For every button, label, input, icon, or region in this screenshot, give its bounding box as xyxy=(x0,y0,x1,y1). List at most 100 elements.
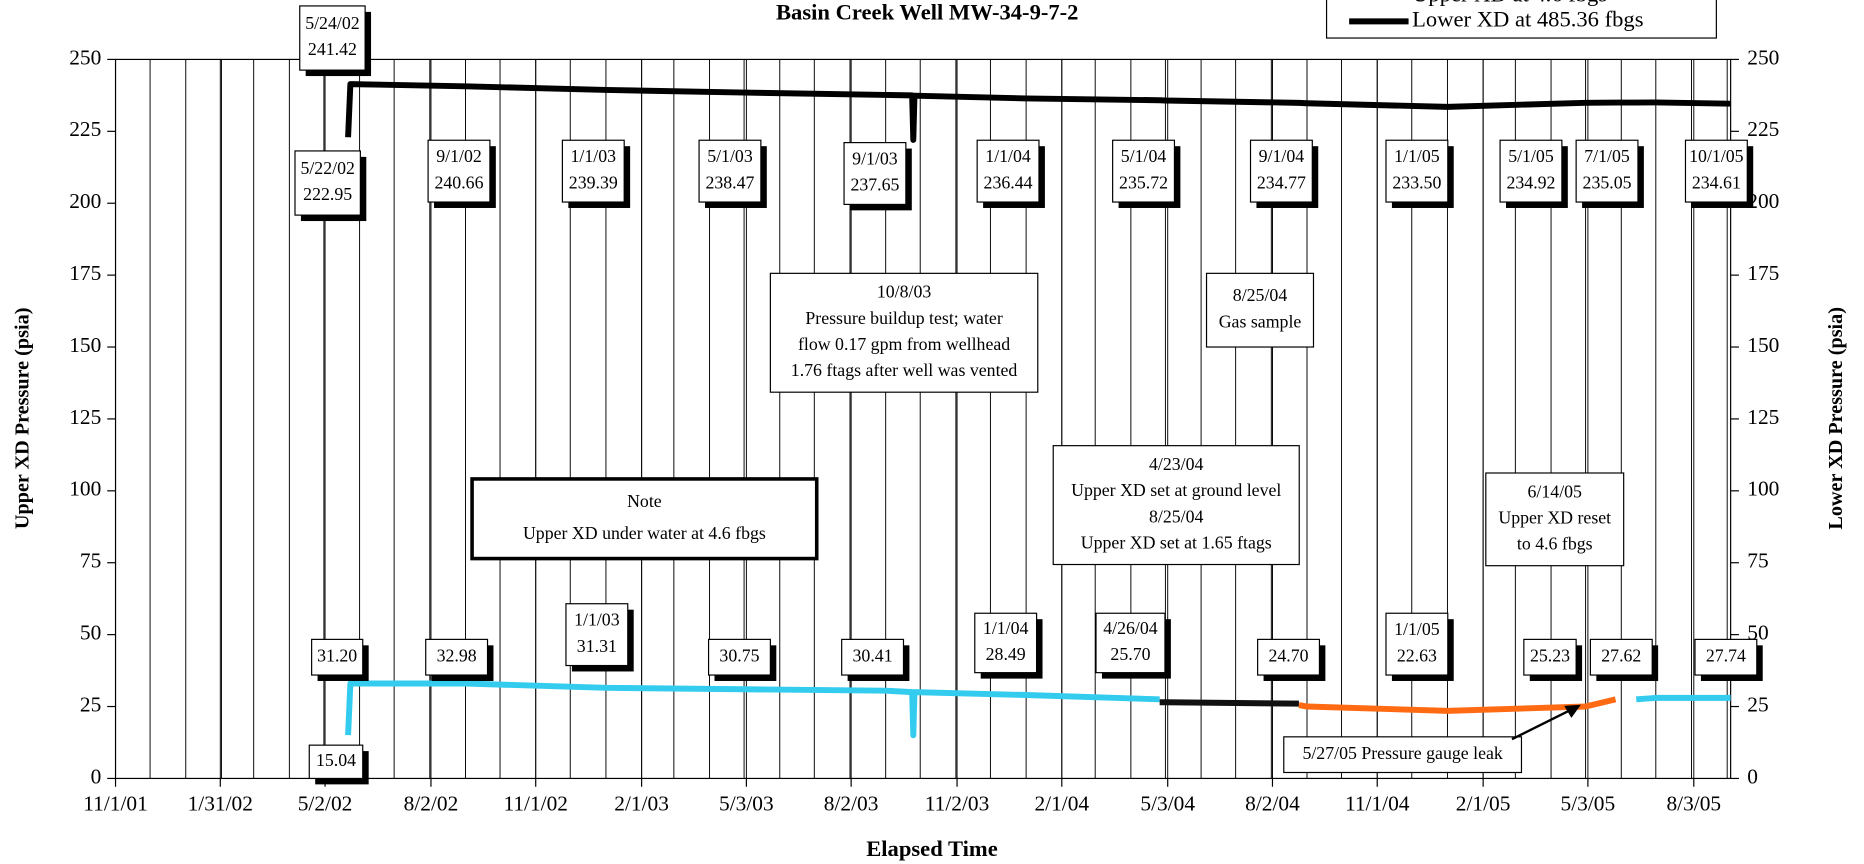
x-tick-label: 5/2/02 xyxy=(298,792,353,816)
x-tick-label: 11/1/02 xyxy=(503,792,568,816)
annotation-box xyxy=(1283,736,1523,774)
annotation-text: 4/23/04 xyxy=(1149,454,1204,474)
annotation-text: 5/1/03 xyxy=(707,146,753,166)
x-tick-label: 5/3/03 xyxy=(719,792,774,816)
annotation-text: Upper XD set at ground level xyxy=(1071,480,1281,500)
annotation-box xyxy=(769,272,1039,393)
annotation-text: 22.63 xyxy=(1397,645,1437,665)
annotation-text: 8/25/04 xyxy=(1149,506,1204,526)
annotation-box xyxy=(1249,139,1313,203)
series-line xyxy=(345,81,1731,143)
y2-tick-label: 100 xyxy=(1747,477,1779,501)
x-tick-label: 11/2/03 xyxy=(925,792,990,816)
annotation: 30.75 xyxy=(707,638,777,681)
annotation-text: 5/22/02 xyxy=(300,158,354,178)
annotation-text: 235.72 xyxy=(1119,172,1168,192)
annotation-text: 241.42 xyxy=(308,39,357,59)
annotation-text: 234.92 xyxy=(1506,172,1555,192)
annotation-box xyxy=(1694,638,1758,676)
annotation: 6/14/05 Upper XD reset to 4.6 fbgs xyxy=(1485,472,1625,567)
annotation-box xyxy=(976,139,1040,203)
y-tick-label: 75 xyxy=(80,549,101,573)
annotation-text: Pressure buildup test; water xyxy=(805,308,1002,328)
annotation-text: Upper XD reset xyxy=(1498,507,1611,527)
arrow-head xyxy=(1564,704,1581,718)
annotation: 1/1/03 31.31 xyxy=(565,603,634,672)
annotation-box xyxy=(841,638,905,676)
x-tick-label: 2/1/04 xyxy=(1034,792,1089,816)
annotation: 9/1/03 237.65 xyxy=(843,142,912,211)
arrow xyxy=(1511,708,1572,741)
annotation: 4/23/04 Upper XD set at ground level 8/25/… xyxy=(1052,445,1300,566)
annotation-box xyxy=(843,142,907,206)
annotation: 15.04 xyxy=(308,744,369,785)
annotation-box xyxy=(565,603,629,667)
x-tick-label: 8/2/04 xyxy=(1245,792,1300,816)
y2-tick-label: 250 xyxy=(1747,45,1779,69)
annotation: 24.70 xyxy=(1257,638,1326,681)
annotation: 10/8/03 Pressure buildup test; water flow … xyxy=(769,272,1039,393)
annotation-box xyxy=(698,139,762,203)
annotation: 9/1/02 240.66 xyxy=(427,139,496,208)
annotation-text: 234.77 xyxy=(1257,172,1306,192)
annotation: 8/25/04 Gas sample xyxy=(1205,272,1315,348)
annotation-box xyxy=(427,139,491,203)
annotation: 1/1/04 28.49 xyxy=(974,612,1043,679)
chart-title: Basin Creek Well MW-34-9-7-2 xyxy=(776,0,1078,24)
y2-tick-label: 50 xyxy=(1747,621,1768,645)
x-tick-label: 2/1/05 xyxy=(1456,792,1511,816)
y2-axis-label: Lower XD Pressure (psia) xyxy=(1825,307,1847,530)
annotation-box xyxy=(1684,139,1748,203)
y-tick-label: 0 xyxy=(91,764,102,788)
annotation-box xyxy=(1589,638,1653,676)
annotation-text: 25.23 xyxy=(1530,645,1570,665)
y-tick-label: 225 xyxy=(69,117,101,141)
x-tick-label: 2/1/03 xyxy=(614,792,669,816)
annotation-text: 1/1/04 xyxy=(983,618,1029,638)
y-tick-label: 175 xyxy=(69,261,101,285)
annotation-text: 9/1/04 xyxy=(1259,146,1305,166)
annotation-text: 27.74 xyxy=(1706,645,1746,665)
annotation-box xyxy=(1485,472,1625,567)
x-tick-label: 5/3/04 xyxy=(1140,792,1195,816)
annotation-box xyxy=(707,638,771,676)
annotation-text: 233.50 xyxy=(1392,172,1441,192)
annotation-text: 236.44 xyxy=(984,172,1033,192)
y-tick-label: 200 xyxy=(69,189,101,213)
annotation-box xyxy=(1385,139,1449,203)
annotation: 4/26/04 25.70 xyxy=(1095,612,1171,679)
annotation: 32.98 xyxy=(425,638,494,681)
annotation-text: 222.95 xyxy=(303,184,352,204)
annotation-box xyxy=(974,612,1038,674)
annotation-text: Upper XD set at 1.65 ftags xyxy=(1081,532,1272,552)
annotation-text: 6/14/05 xyxy=(1528,481,1583,501)
annotation-box xyxy=(1052,445,1300,566)
annotation: 31.20 xyxy=(311,638,369,681)
y2-tick-label: 175 xyxy=(1747,261,1779,285)
annotation-text: 27.62 xyxy=(1601,645,1641,665)
annotation-box xyxy=(1257,638,1321,676)
annotation-text: 4/26/04 xyxy=(1103,618,1158,638)
annotation-text: 234.61 xyxy=(1692,172,1741,192)
annotation: 5/1/04 235.72 xyxy=(1112,139,1181,208)
y2-tick-label: 150 xyxy=(1747,333,1779,357)
y2-tick-label: 25 xyxy=(1747,692,1768,716)
y2-tick-label: 0 xyxy=(1747,764,1758,788)
annotation-text: 9/1/02 xyxy=(436,146,482,166)
y-tick-label: 100 xyxy=(69,477,101,501)
annotation-box xyxy=(1112,139,1176,203)
y2-tick-label: 225 xyxy=(1747,117,1779,141)
legend-label: Upper XD at 4.6 fbgs xyxy=(1412,0,1607,7)
y2-tick-label: 125 xyxy=(1747,405,1779,429)
x-tick-label: 11/1/04 xyxy=(1345,792,1410,816)
annotation: Note Upper XD under water at 4.6 fbgs xyxy=(470,477,819,561)
y2-tick-label: 75 xyxy=(1747,549,1768,573)
annotation-text: 25.70 xyxy=(1110,644,1150,664)
annotation-text: 5/1/04 xyxy=(1121,146,1167,166)
x-axis-label: Elapsed Time xyxy=(866,836,998,861)
annotation-text: Note xyxy=(627,491,662,511)
annotation-text: 31.31 xyxy=(577,636,617,656)
legend-label: Lower XD at 485.36 fbgs xyxy=(1412,7,1643,32)
